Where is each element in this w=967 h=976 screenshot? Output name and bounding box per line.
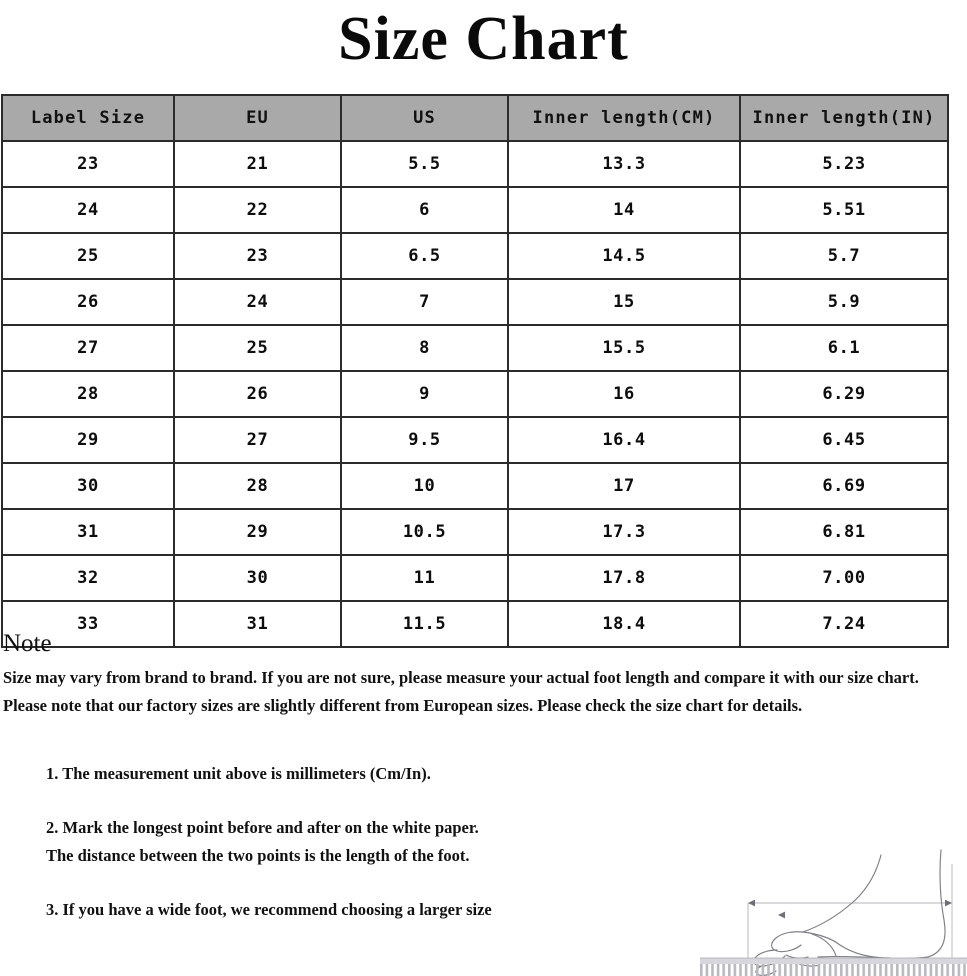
cell-inner-length-in: 6.69 [739, 462, 949, 510]
cell-eu: 24 [173, 278, 342, 326]
note-line: Please note that our factory sizes are s… [3, 696, 803, 715]
measurement-steps: 1. The measurement unit above is millime… [46, 760, 706, 924]
table-row: 32 30 11 17.8 7.00 [1, 554, 949, 602]
cell-us: 11 [340, 554, 509, 602]
cell-inner-length-cm: 16.4 [507, 416, 741, 464]
arrow-head-right [945, 899, 952, 907]
cell-label-size: 32 [1, 554, 175, 602]
cell-us: 5.5 [340, 140, 509, 188]
table-row: 29 27 9.5 16.4 6.45 [1, 416, 949, 464]
cell-label-size: 26 [1, 278, 175, 326]
ruler-strip [700, 957, 967, 976]
cell-us: 8 [340, 324, 509, 372]
table-header-row: Label Size EU US Inner length(CM) Inner … [1, 94, 949, 142]
table-row: 26 24 7 15 5.9 [1, 278, 949, 326]
column-header-inner-length-in: Inner length(IN) [739, 94, 949, 142]
cell-inner-length-in: 5.7 [739, 232, 949, 280]
step-item: 1. The measurement unit above is millime… [46, 760, 706, 788]
column-header-us: US [340, 94, 509, 142]
table-body: 23 21 5.5 13.3 5.23 24 22 6 14 5.51 25 2… [1, 140, 949, 648]
cell-us: 6 [340, 186, 509, 234]
cell-inner-length-cm: 14 [507, 186, 741, 234]
step-item: 3. If you have a wide foot, we recommend… [46, 896, 706, 924]
arrow-head-inner [778, 911, 785, 919]
cell-us: 9 [340, 370, 509, 418]
cell-eu: 31 [173, 600, 342, 648]
cell-inner-length-cm: 17.3 [507, 508, 741, 556]
table-row: 33 31 11.5 18.4 7.24 [1, 600, 949, 648]
cell-inner-length-cm: 14.5 [507, 232, 741, 280]
cell-us: 11.5 [340, 600, 509, 648]
cell-label-size: 28 [1, 370, 175, 418]
step-line: 3. If you have a wide foot, we recommend… [46, 900, 492, 919]
cell-inner-length-cm: 18.4 [507, 600, 741, 648]
cell-label-size: 27 [1, 324, 175, 372]
cell-label-size: 25 [1, 232, 175, 280]
page-title: Size Chart [338, 5, 629, 73]
cell-inner-length-in: 6.1 [739, 324, 949, 372]
note-heading: Note [3, 630, 52, 657]
note-body: Size may vary from brand to brand. If yo… [3, 664, 919, 720]
step-line: The distance between the two points is t… [46, 846, 470, 865]
cell-eu: 23 [173, 232, 342, 280]
cell-label-size: 24 [1, 186, 175, 234]
note-line: Size may vary from brand to brand. If yo… [3, 668, 919, 687]
cell-eu: 28 [173, 462, 342, 510]
cell-eu: 30 [173, 554, 342, 602]
step-line: 2. Mark the longest point before and aft… [46, 818, 479, 837]
foot-measurement-illustration [700, 846, 967, 976]
cell-inner-length-cm: 15.5 [507, 324, 741, 372]
arrow-head-left [748, 899, 755, 907]
cell-inner-length-in: 7.00 [739, 554, 949, 602]
cell-label-size: 33 [1, 600, 175, 648]
cell-us: 10.5 [340, 508, 509, 556]
cell-us: 10 [340, 462, 509, 510]
cell-us: 9.5 [340, 416, 509, 464]
cell-inner-length-in: 6.81 [739, 508, 949, 556]
cell-eu: 27 [173, 416, 342, 464]
table-row: 31 29 10.5 17.3 6.81 [1, 508, 949, 556]
cell-label-size: 31 [1, 508, 175, 556]
table-row: 28 26 9 16 6.29 [1, 370, 949, 418]
cell-us: 7 [340, 278, 509, 326]
cell-inner-length-cm: 17.8 [507, 554, 741, 602]
table-row: 23 21 5.5 13.3 5.23 [1, 140, 949, 188]
step-line: 1. The measurement unit above is millime… [46, 764, 431, 783]
cell-us: 6.5 [340, 232, 509, 280]
column-header-inner-length-cm: Inner length(CM) [507, 94, 741, 142]
cell-eu: 29 [173, 508, 342, 556]
cell-inner-length-cm: 16 [507, 370, 741, 418]
column-header-label-size: Label Size [1, 94, 175, 142]
table-row: 25 23 6.5 14.5 5.7 [1, 232, 949, 280]
foot-outline [753, 849, 946, 976]
cell-label-size: 23 [1, 140, 175, 188]
cell-inner-length-in: 6.29 [739, 370, 949, 418]
table-row: 27 25 8 15.5 6.1 [1, 324, 949, 372]
cell-label-size: 29 [1, 416, 175, 464]
cell-eu: 22 [173, 186, 342, 234]
cell-inner-length-in: 5.51 [739, 186, 949, 234]
cell-eu: 25 [173, 324, 342, 372]
cell-inner-length-in: 5.9 [739, 278, 949, 326]
cell-eu: 21 [173, 140, 342, 188]
measurement-arrow [747, 864, 953, 958]
cell-inner-length-in: 6.45 [739, 416, 949, 464]
cell-label-size: 30 [1, 462, 175, 510]
cell-inner-length-cm: 13.3 [507, 140, 741, 188]
cell-inner-length-cm: 17 [507, 462, 741, 510]
cell-inner-length-in: 5.23 [739, 140, 949, 188]
step-item: 2. Mark the longest point before and aft… [46, 814, 706, 870]
column-header-eu: EU [173, 94, 342, 142]
cell-inner-length-in: 7.24 [739, 600, 949, 648]
table-row: 30 28 10 17 6.69 [1, 462, 949, 510]
cell-eu: 26 [173, 370, 342, 418]
cell-inner-length-cm: 15 [507, 278, 741, 326]
size-chart-table: Label Size EU US Inner length(CM) Inner … [1, 94, 949, 648]
table-row: 24 22 6 14 5.51 [1, 186, 949, 234]
